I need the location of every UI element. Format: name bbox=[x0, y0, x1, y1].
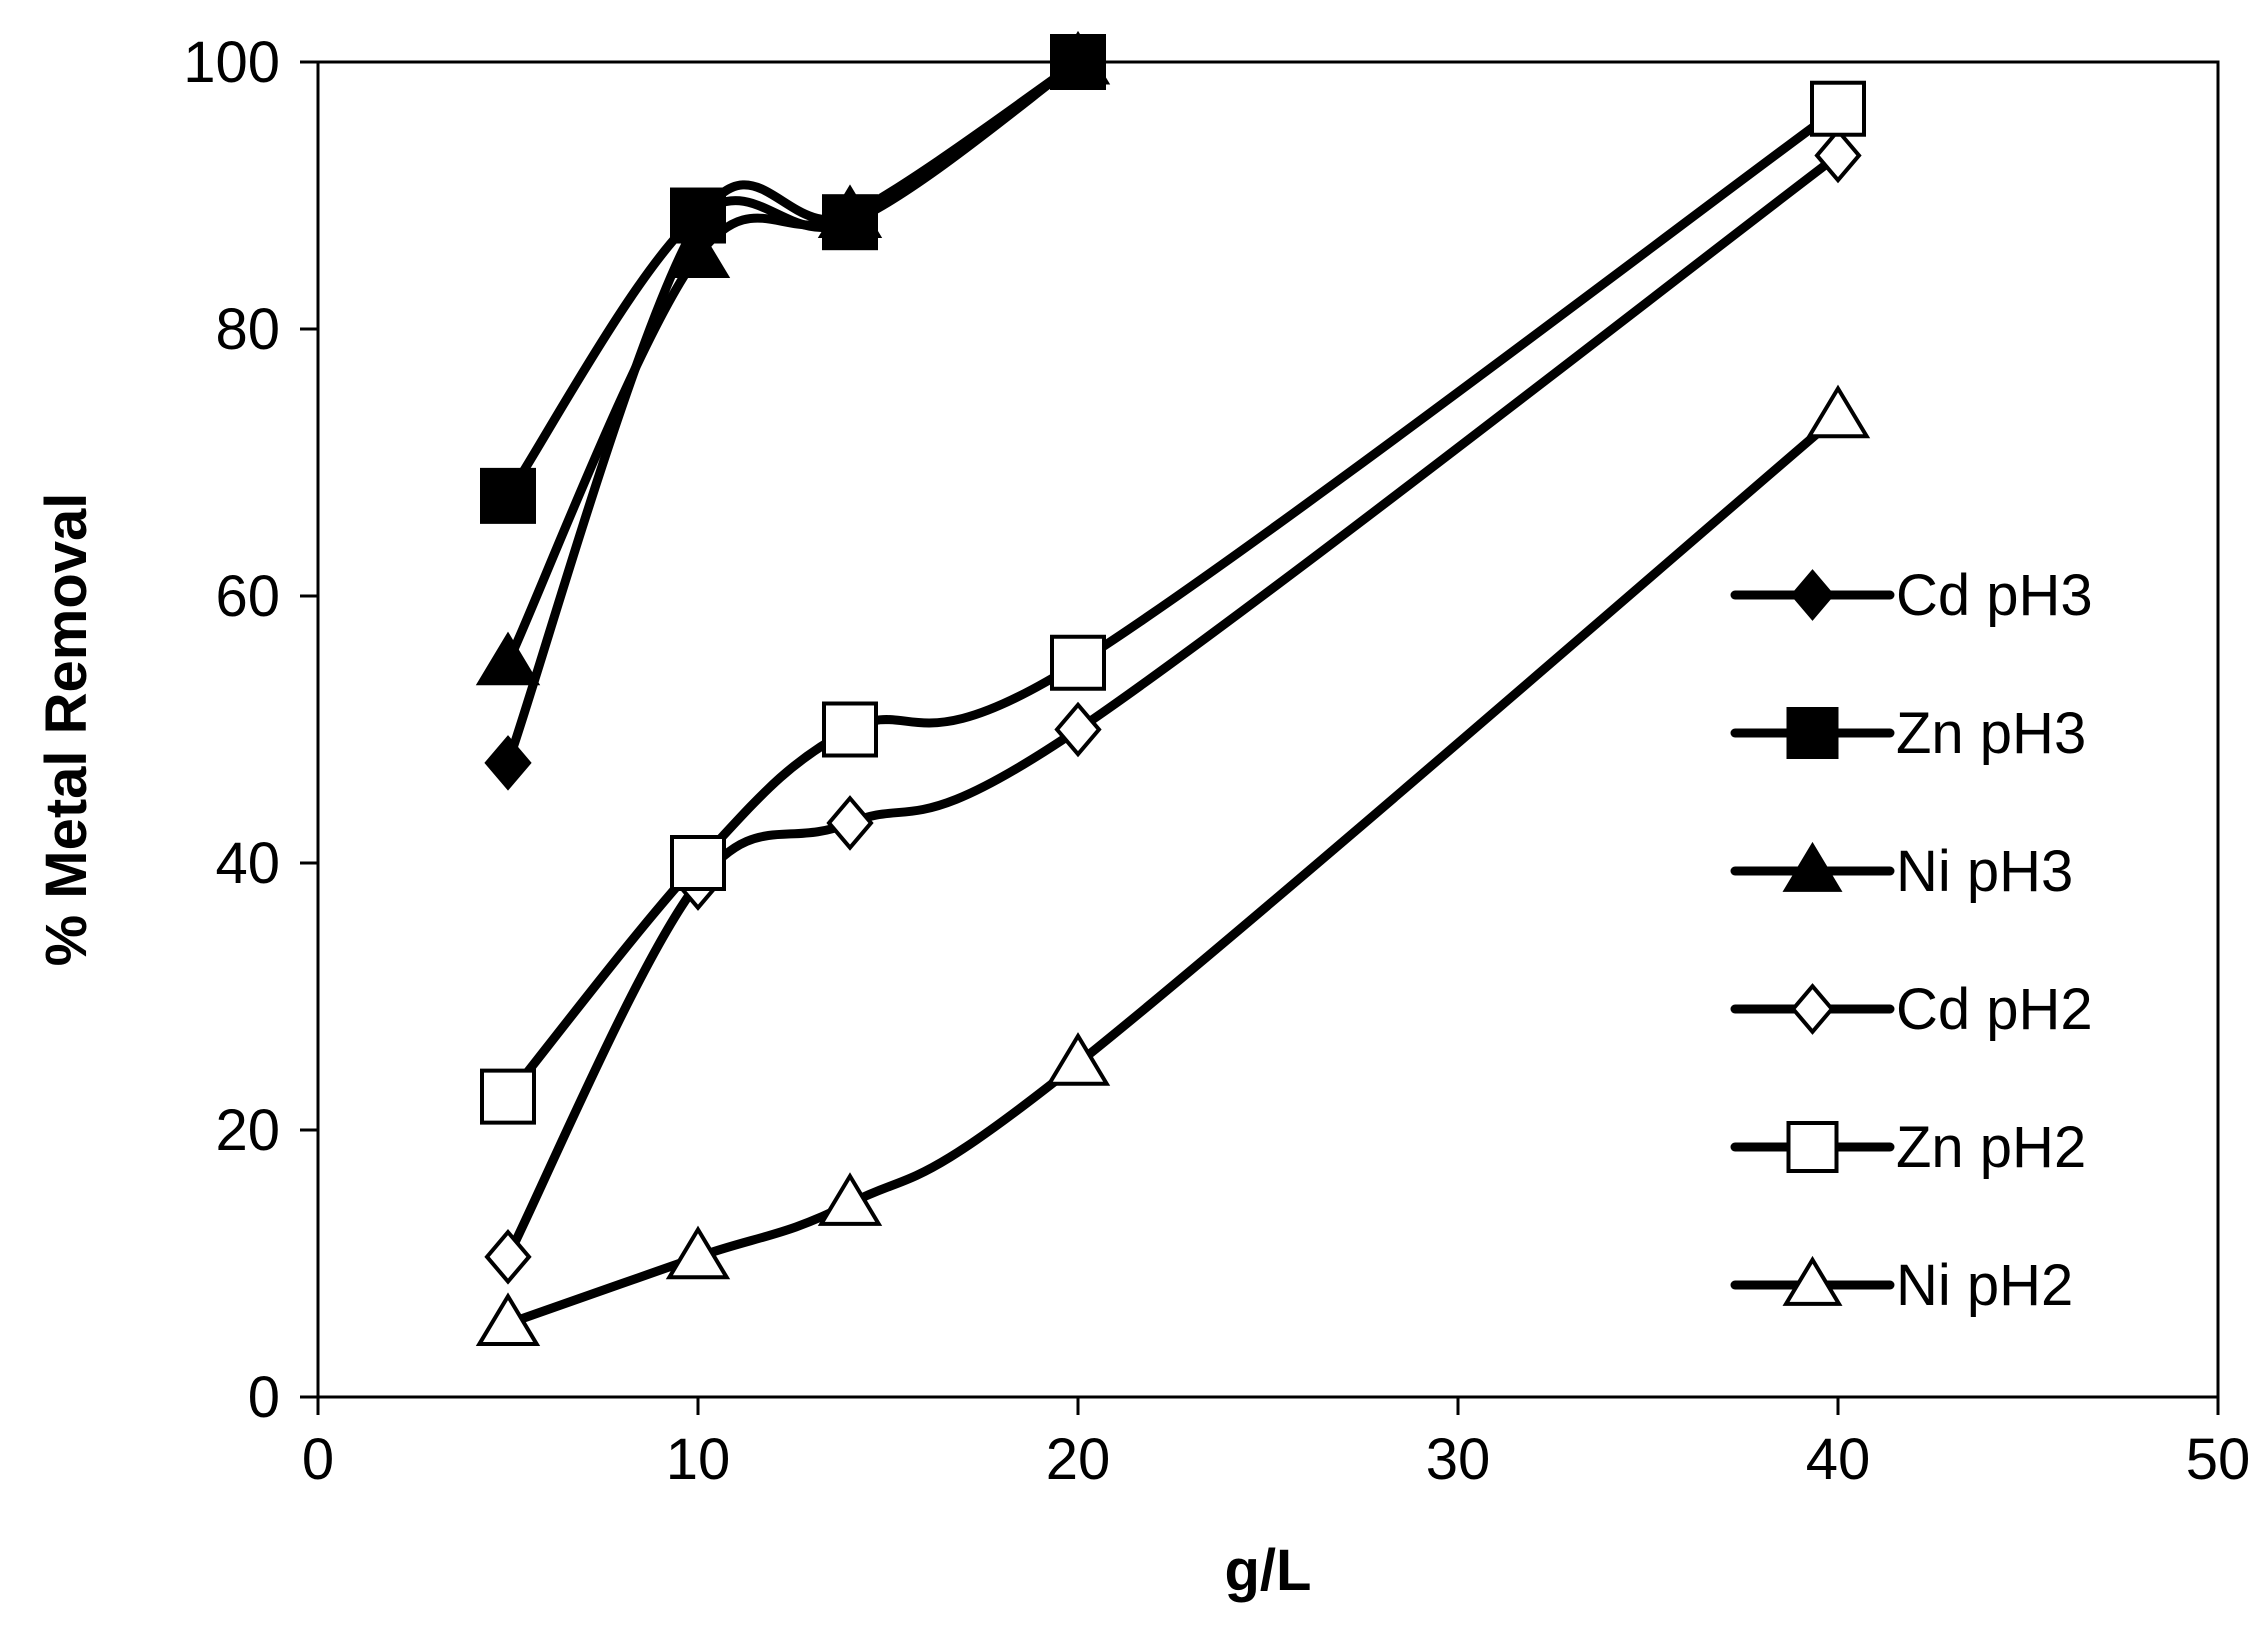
data-point bbox=[475, 1292, 541, 1347]
y-axis-title: % Metal Removal bbox=[34, 493, 99, 967]
x-tick-label: 0 bbox=[302, 1427, 334, 1492]
data-point bbox=[1810, 80, 1866, 137]
y-tick-label: 60 bbox=[215, 564, 280, 629]
data-point bbox=[665, 224, 731, 279]
data-point bbox=[1045, 1032, 1111, 1086]
data-point bbox=[475, 631, 541, 686]
legend-marker bbox=[1786, 707, 1839, 759]
y-tick-label: 40 bbox=[215, 831, 280, 896]
y-tick-label: 100 bbox=[183, 30, 280, 95]
plot-frame bbox=[316, 60, 2220, 1399]
data-point bbox=[484, 1229, 532, 1285]
series-line bbox=[503, 57, 1083, 501]
data-point bbox=[665, 1225, 731, 1280]
series-group bbox=[475, 30, 1871, 1347]
legend-item: Cd pH2 bbox=[1730, 977, 2093, 1042]
legend-marker bbox=[1790, 983, 1835, 1035]
series-line bbox=[503, 57, 1083, 668]
x-tick-label: 50 bbox=[2186, 1427, 2251, 1492]
data-point bbox=[826, 795, 874, 851]
data-point bbox=[817, 184, 883, 238]
series-cd-ph2 bbox=[484, 127, 1862, 1285]
legend-item: Zn pH3 bbox=[1730, 701, 2086, 766]
series-line bbox=[503, 57, 1083, 768]
legend-label: Ni pH2 bbox=[1896, 1253, 2073, 1318]
series-zn-ph2 bbox=[480, 80, 1866, 1125]
legend-item: Zn pH2 bbox=[1730, 1115, 2086, 1180]
data-point bbox=[480, 1068, 536, 1125]
y-tick-label: 80 bbox=[215, 297, 280, 362]
data-point bbox=[484, 735, 532, 791]
legend-marker bbox=[1782, 1255, 1843, 1306]
x-axis-title: g/L bbox=[1225, 1538, 1312, 1603]
series-ni-ph2 bbox=[475, 384, 1871, 1347]
legend-marker bbox=[1782, 841, 1843, 892]
axes: 0 20 40 60 80 100 0 10 20 30 40 50 bbox=[183, 30, 2250, 1492]
data-point bbox=[1050, 634, 1106, 691]
legend: Cd pH3 Zn pH3 Ni pH3 Cd pH2 Zn pH2 Ni pH2 bbox=[1730, 563, 2093, 1318]
series-line bbox=[503, 150, 1843, 1262]
legend-label: Zn pH2 bbox=[1896, 1115, 2086, 1180]
legend-label: Ni pH3 bbox=[1896, 839, 2073, 904]
data-point bbox=[1054, 701, 1102, 758]
legend-marker bbox=[1786, 1121, 1839, 1173]
legend-marker bbox=[1790, 569, 1835, 621]
legend-label: Cd pH3 bbox=[1896, 563, 2093, 628]
data-point bbox=[822, 701, 878, 758]
legend-item: Ni pH3 bbox=[1730, 839, 2073, 904]
legend-label: Cd pH2 bbox=[1896, 977, 2093, 1042]
x-tick-label: 10 bbox=[666, 1427, 731, 1492]
x-tick-label: 30 bbox=[1426, 1427, 1491, 1492]
series-cd-ph3 bbox=[484, 34, 1102, 791]
y-tick-label: 0 bbox=[248, 1365, 280, 1430]
data-point bbox=[1814, 127, 1862, 184]
legend-item: Cd pH3 bbox=[1730, 563, 2093, 628]
data-point bbox=[1045, 30, 1111, 85]
legend-item: Ni pH2 bbox=[1730, 1253, 2073, 1318]
series-ni-ph3 bbox=[475, 30, 1111, 686]
data-point bbox=[817, 1172, 883, 1226]
series-line bbox=[503, 104, 1843, 1102]
legend-label: Zn pH3 bbox=[1896, 701, 2086, 766]
x-tick-label: 20 bbox=[1046, 1427, 1111, 1492]
data-point bbox=[670, 835, 726, 891]
x-tick-label: 40 bbox=[1806, 1427, 1871, 1492]
data-point bbox=[1805, 384, 1871, 439]
y-tick-label: 20 bbox=[215, 1098, 280, 1163]
data-point bbox=[480, 467, 536, 524]
